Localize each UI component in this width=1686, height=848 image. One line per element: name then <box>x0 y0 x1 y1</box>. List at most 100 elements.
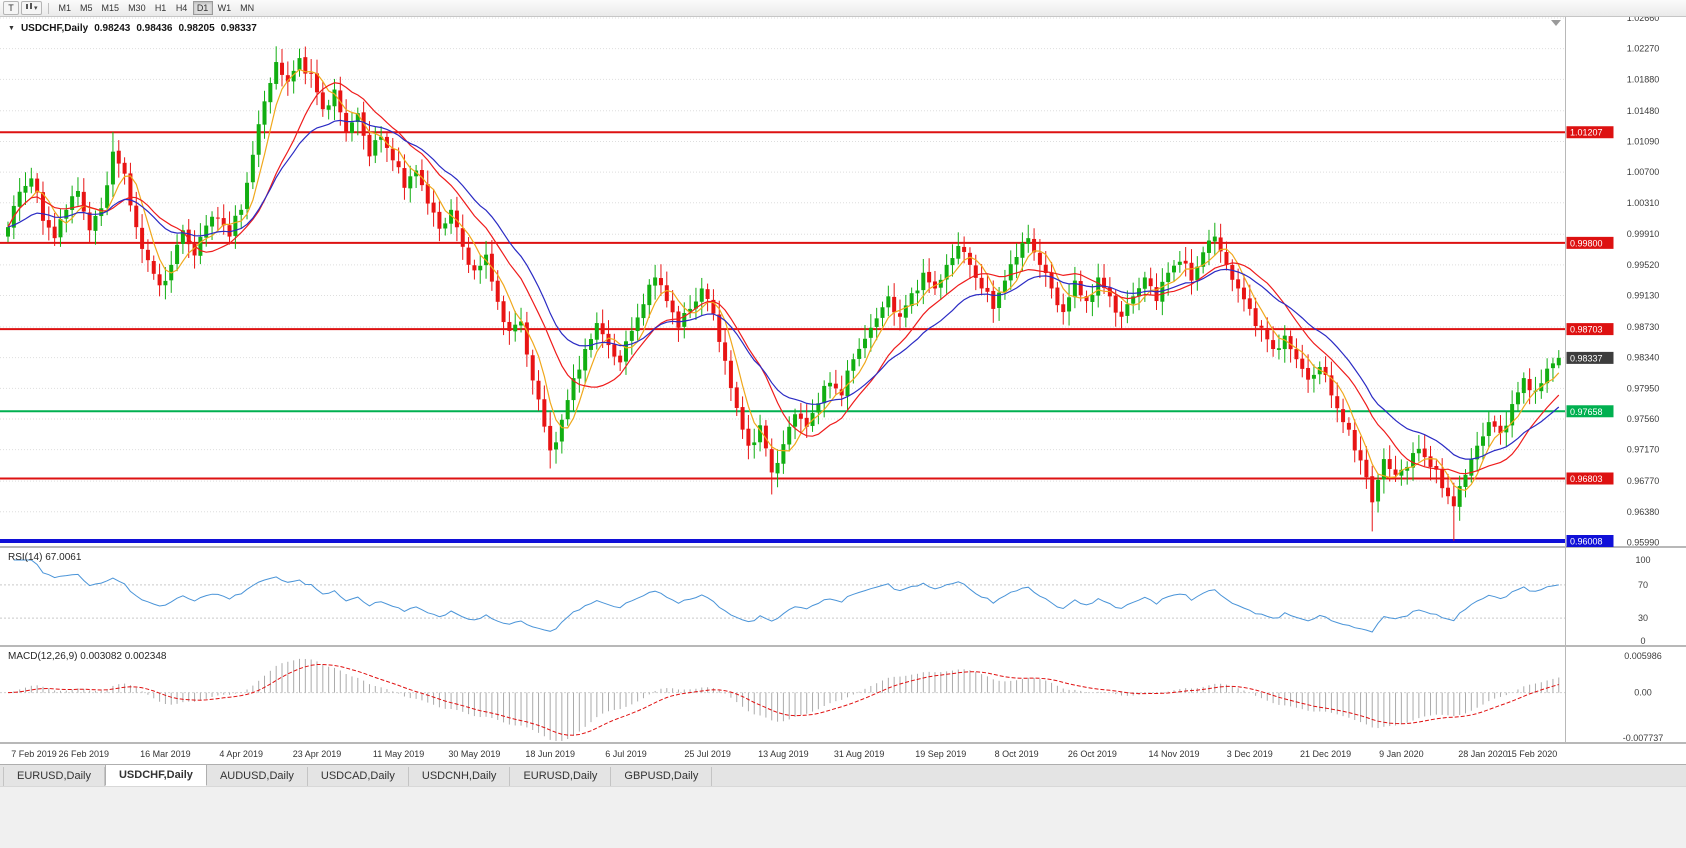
rsi-line <box>13 559 1559 633</box>
rsi-indicator-label: RSI(14) 67.0061 <box>8 552 82 563</box>
svg-text:0.97658: 0.97658 <box>1570 407 1603 417</box>
svg-text:0.96803: 0.96803 <box>1570 474 1603 484</box>
svg-text:0.005986: 0.005986 <box>1624 651 1662 661</box>
svg-text:0.96008: 0.96008 <box>1570 537 1603 547</box>
candlesticks <box>6 46 1561 541</box>
svg-text:1.02270: 1.02270 <box>1627 44 1660 54</box>
svg-text:0.96770: 0.96770 <box>1627 476 1660 486</box>
svg-text:0.98340: 0.98340 <box>1627 353 1660 363</box>
chart-tab-2[interactable]: AUDUSD,Daily <box>206 767 308 786</box>
svg-text:0.97560: 0.97560 <box>1627 414 1660 424</box>
price-badge-0.98703: 0.98703 <box>1566 323 1614 336</box>
timeframe-button-h1[interactable]: H1 <box>151 1 171 15</box>
svg-text:0.95990: 0.95990 <box>1627 537 1660 547</box>
svg-text:0.99130: 0.99130 <box>1627 291 1660 301</box>
price-badge-0.96803: 0.96803 <box>1566 472 1614 485</box>
svg-text:25 Jul 2019: 25 Jul 2019 <box>684 749 731 759</box>
svg-text:28 Jan 2020: 28 Jan 2020 <box>1458 749 1508 759</box>
macd-axis[interactable]: 0.005986 0.00 -0.007737 <box>0 651 1663 743</box>
status-bar <box>0 786 1686 848</box>
timeframe-button-m1[interactable]: M1 <box>55 1 76 15</box>
svg-text:15 Feb 2020: 15 Feb 2020 <box>1507 749 1558 759</box>
timeframe-button-h4[interactable]: H4 <box>172 1 192 15</box>
svg-text:1.00310: 1.00310 <box>1627 198 1660 208</box>
price-badge-0.96008: 0.96008 <box>1566 535 1614 548</box>
chart-canvas[interactable]: 1.02660 1.02270 1.01880 1.01480 1.01090 1.007… <box>0 17 1686 764</box>
timeframe-button-w1[interactable]: W1 <box>214 1 236 15</box>
svg-text:21 Dec 2019: 21 Dec 2019 <box>1300 749 1351 759</box>
svg-text:9 Jan 2020: 9 Jan 2020 <box>1379 749 1424 759</box>
svg-text:0.97170: 0.97170 <box>1627 445 1660 455</box>
toolbar-separator <box>47 2 49 14</box>
chevron-down-icon: ▾ <box>34 4 38 12</box>
svg-text:0.96380: 0.96380 <box>1627 507 1660 517</box>
svg-text:19 Sep 2019: 19 Sep 2019 <box>915 749 966 759</box>
ohlc-close: 0.98337 <box>220 23 257 34</box>
chart-tool-button[interactable]: T <box>3 1 19 15</box>
svg-text:0.99520: 0.99520 <box>1627 260 1660 270</box>
svg-text:30 May 2019: 30 May 2019 <box>448 749 500 759</box>
svg-text:4 Apr 2019: 4 Apr 2019 <box>219 749 263 759</box>
svg-text:1.00700: 1.00700 <box>1627 167 1660 177</box>
svg-text:1.01207: 1.01207 <box>1570 128 1603 138</box>
timeframe-button-m5[interactable]: M5 <box>76 1 97 15</box>
ohlc-high: 0.98436 <box>136 23 173 34</box>
timeframe-button-m30[interactable]: M30 <box>124 1 150 15</box>
svg-text:26 Feb 2019: 26 Feb 2019 <box>59 749 110 759</box>
svg-text:0.98730: 0.98730 <box>1627 322 1660 332</box>
svg-text:1.01480: 1.01480 <box>1627 106 1660 116</box>
svg-text:0.97950: 0.97950 <box>1627 383 1660 393</box>
chart-shift-marker-icon[interactable] <box>1551 20 1561 26</box>
chart-tab-3[interactable]: USDCAD,Daily <box>307 767 409 786</box>
price-axis[interactable]: 1.02660 1.02270 1.01880 1.01480 1.01090 1.007… <box>1627 17 1660 547</box>
rsi-axis[interactable]: 100 70 30 0 <box>0 555 1651 646</box>
svg-text:1.01880: 1.01880 <box>1627 74 1660 84</box>
chart-tabs-bar: EURUSD,Daily USDCHF,Daily AUDUSD,Daily USDC… <box>0 764 1686 786</box>
svg-text:31 Aug 2019: 31 Aug 2019 <box>834 749 885 759</box>
ohlc-open: 0.98243 <box>94 23 131 34</box>
svg-text:16 Mar 2019: 16 Mar 2019 <box>140 749 191 759</box>
timeframe-buttons: M1 M5 M15 M30 H1 H4 D1 W1 MN <box>55 1 259 15</box>
price-badge-0.97658: 0.97658 <box>1566 405 1614 418</box>
macd-indicator-label: MACD(12,26,9) 0.003082 0.002348 <box>8 651 167 662</box>
svg-text:-0.007737: -0.007737 <box>1623 733 1664 743</box>
chart-tab-4[interactable]: USDCNH,Daily <box>408 767 511 786</box>
svg-text:8 Oct 2019: 8 Oct 2019 <box>995 749 1039 759</box>
timeframe-toolbar: T ▾ M1 M5 M15 M30 H1 H4 D1 W1 MN <box>0 0 1686 17</box>
ohlc-low: 0.98205 <box>178 23 215 34</box>
svg-text:6 Jul 2019: 6 Jul 2019 <box>605 749 647 759</box>
svg-text:11 May 2019: 11 May 2019 <box>373 749 424 759</box>
timeframe-button-d1[interactable]: D1 <box>192 1 213 15</box>
svg-text:14 Nov 2019: 14 Nov 2019 <box>1148 749 1199 759</box>
svg-text:26 Oct 2019: 26 Oct 2019 <box>1068 749 1117 759</box>
price-badge-1.01207: 1.01207 <box>1566 126 1614 139</box>
svg-text:1.01090: 1.01090 <box>1627 136 1660 146</box>
svg-text:0.98703: 0.98703 <box>1570 325 1603 335</box>
chart-tab-6[interactable]: GBPUSD,Daily <box>611 767 713 786</box>
svg-text:3 Dec 2019: 3 Dec 2019 <box>1227 749 1273 759</box>
timeframe-button-m15[interactable]: M15 <box>98 1 124 15</box>
candlestick-icon <box>25 2 33 14</box>
ma-line-21 <box>7 119 1560 460</box>
svg-text:0.00: 0.00 <box>1634 688 1652 698</box>
chart-tab-0[interactable]: EURUSD,Daily <box>3 767 105 786</box>
chart-tab-5[interactable]: EURUSD,Daily <box>510 767 612 786</box>
chart-title: USDCHF,Daily <box>20 23 89 34</box>
timeframe-button-mn[interactable]: MN <box>236 1 258 15</box>
chart-type-dropdown-button[interactable]: ▾ <box>21 1 42 15</box>
svg-text:7 Feb 2019: 7 Feb 2019 <box>11 749 57 759</box>
time-axis[interactable]: 7 Feb 2019 26 Feb 2019 16 Mar 2019 4 Apr 20… <box>11 749 1557 759</box>
svg-text:18 Jun 2019: 18 Jun 2019 <box>525 749 575 759</box>
chart-tab-1[interactable]: USDCHF,Daily <box>104 764 207 786</box>
svg-text:100: 100 <box>1635 555 1650 565</box>
svg-text:0.99910: 0.99910 <box>1627 229 1660 239</box>
collapse-triangle-icon[interactable]: ▼ <box>8 25 15 32</box>
svg-text:13 Aug 2019: 13 Aug 2019 <box>758 749 809 759</box>
ma-line-5 <box>7 68 1560 491</box>
svg-text:70: 70 <box>1638 580 1648 590</box>
svg-text:0.99800: 0.99800 <box>1570 238 1603 248</box>
svg-text:23 Apr 2019: 23 Apr 2019 <box>293 749 342 759</box>
current-price-badge: 0.98337 <box>1566 351 1614 364</box>
svg-text:30: 30 <box>1638 613 1648 623</box>
